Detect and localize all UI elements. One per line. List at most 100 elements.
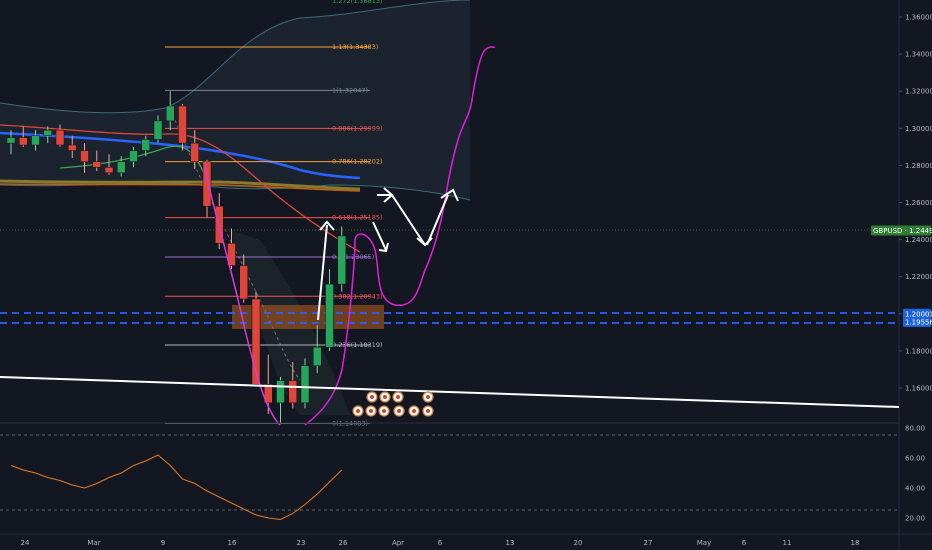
marker-dot [426,409,430,413]
candle[interactable] [68,135,77,158]
marker-dot [370,395,374,399]
trendline-support[interactable] [0,376,900,408]
candle[interactable] [31,130,40,151]
candle[interactable] [325,269,334,351]
time-tick-label: 24 [21,539,30,547]
emoji-marker-icon[interactable] [379,391,391,403]
candle-body [313,346,322,366]
price-tick-label: 1.24000 [905,236,932,244]
marker-dot [383,395,387,399]
candle[interactable] [141,135,150,157]
time-tick-label: 11 [783,539,792,547]
time-tick-label: 6 [742,539,747,547]
candle[interactable] [251,291,261,385]
candle[interactable] [239,254,248,303]
marker-dot [397,409,401,413]
candle-body [141,139,150,151]
fibonacci-extension[interactable]: 1.13(1.34383) 1(1.32047) 0.886(1.29999) 0.7… [165,0,383,428]
emoji-marker-icon[interactable] [378,405,390,417]
candle-body [80,150,89,162]
candle[interactable] [6,130,16,155]
candle[interactable] [313,324,322,374]
candle[interactable] [19,126,28,147]
emoji-marker-icon[interactable] [422,391,434,403]
marker-dot [396,395,400,399]
candle[interactable] [202,159,212,218]
fib-level-label: 0.236(1.18319) [332,341,383,349]
time-tick-label: May [697,539,711,547]
ma-20-line [59,145,211,191]
candle[interactable] [117,156,126,177]
candle[interactable] [300,358,310,409]
candle[interactable] [264,354,273,414]
time-tick-label: 27 [644,539,653,547]
event-markers[interactable] [352,391,434,417]
time-tick-label: 9 [161,539,165,547]
marker-dot [426,395,430,399]
arrow-zig-down-head [378,242,389,253]
candle-body [117,161,126,174]
time-tick-label: 18 [851,539,860,547]
price-tick-label: 1.30000 [905,125,932,133]
time-axis[interactable]: 24 Mar 9 16 23 26 Apr 6 13 20 27 May 6 11 18 [21,539,860,547]
oscillator-tick-label: 40.00 [905,485,925,493]
price-tick-label: 1.22000 [905,273,932,281]
projection-arrows[interactable] [317,187,459,321]
time-tick-label: 26 [339,539,348,547]
ma-150-line [0,183,361,192]
candle[interactable] [55,124,65,147]
ma-200-line [0,179,361,191]
candle[interactable] [129,146,138,168]
emoji-marker-icon[interactable] [408,405,420,417]
candle-body [129,150,138,162]
candle-body [276,380,285,404]
time-tick-label: 13 [506,539,515,547]
candle[interactable] [43,126,52,144]
candle-body [104,167,114,174]
candle-body [68,144,77,151]
candle[interactable] [92,150,101,171]
fib-level-label: 0.786(1.28202) [332,158,383,166]
price-tick-label: 1.32000 [905,88,932,96]
time-tick-label: 20 [574,539,583,547]
candle[interactable] [80,143,89,173]
candle[interactable] [337,226,346,292]
fib-level-label: 0.886(1.29999) [332,124,383,132]
candle[interactable] [227,228,236,270]
emoji-marker-icon[interactable] [392,391,404,403]
arrow-up-1 [317,224,328,321]
fib-top-label: 1.272(1.36813) [332,0,383,5]
time-tick-label: 6 [438,539,443,547]
fib-level-label: 0.382(1.20943) [332,292,383,300]
price-tick-label: 1.16000 [905,385,932,393]
candle[interactable] [288,362,297,409]
candle[interactable] [276,376,285,424]
candle[interactable] [104,154,114,175]
bollinger-band-fill [0,0,470,200]
candle[interactable] [166,91,175,131]
time-tick-label: 16 [228,539,237,547]
bollinger-upper-line [0,0,471,114]
candle-body [264,384,273,404]
arrow-up-2 [426,194,449,246]
emoji-marker-icon[interactable] [366,391,378,403]
price-tick-label: 1.28000 [905,162,932,170]
arrow-zig-head [383,187,394,203]
emoji-marker-icon[interactable] [393,405,405,417]
fib-level-label: 1(1.32047) [332,86,368,94]
candle-body [166,105,175,122]
emoji-marker-icon[interactable] [365,405,377,417]
marker-dot [356,409,360,413]
candle[interactable] [178,104,187,151]
candle[interactable] [153,115,163,144]
time-tick-label: Mar [87,539,100,547]
emoji-marker-icon[interactable] [352,405,364,417]
price-tag-label: 1.20001 [905,310,932,318]
candle-body [251,298,261,385]
candle[interactable] [190,130,199,170]
emoji-marker-icon[interactable] [422,405,434,417]
candle-body [43,129,52,136]
arrow-up-2-head [440,188,459,202]
